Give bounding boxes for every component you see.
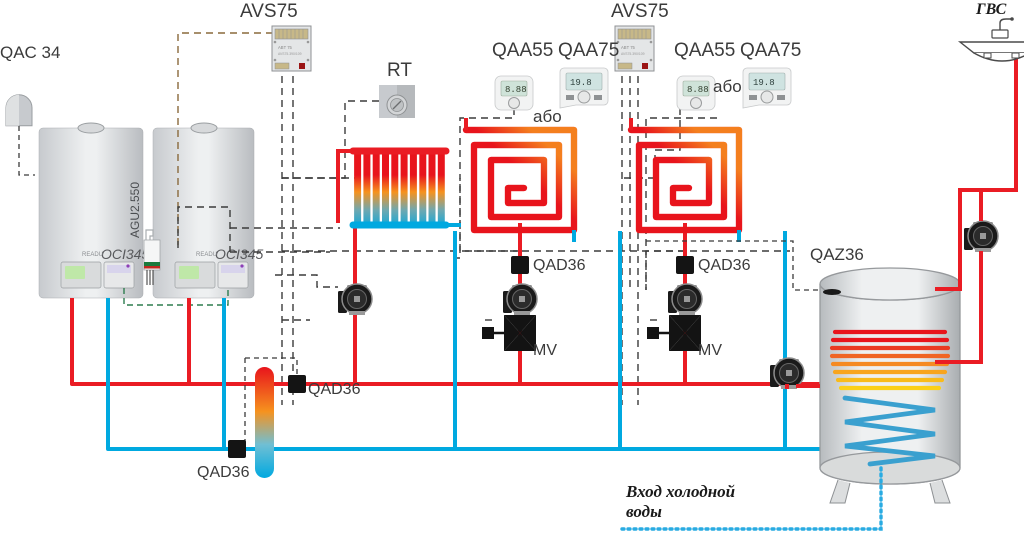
svg-text:QAD36: QAD36 <box>533 257 586 274</box>
svg-text:READU: READU <box>82 252 103 258</box>
svg-text:ГВС: ГВС <box>975 1 1007 18</box>
svg-text:MV: MV <box>533 342 557 359</box>
svg-text:або: або <box>713 77 742 96</box>
svg-text:QAD36: QAD36 <box>308 381 361 398</box>
svg-text:OCI345: OCI345 <box>215 246 263 262</box>
svg-text:AVS75: AVS75 <box>611 1 669 22</box>
svg-text:Вход холодной: Вход холодной <box>625 482 735 501</box>
svg-text:або: або <box>533 107 562 126</box>
svg-text:QAZ36: QAZ36 <box>810 245 864 264</box>
svg-text:QAA75: QAA75 <box>740 40 801 61</box>
svg-text:AVS75: AVS75 <box>240 1 298 22</box>
svg-text:RT: RT <box>387 60 412 81</box>
svg-text:QAC 34: QAC 34 <box>0 43 60 62</box>
svg-text:QAD36: QAD36 <box>698 257 751 274</box>
svg-text:READU: READU <box>196 252 217 258</box>
svg-text:AGU2.550: AGU2.550 <box>128 182 142 238</box>
svg-text:воды: воды <box>626 502 662 521</box>
svg-text:QAA75: QAA75 <box>558 40 619 61</box>
svg-text:OCI345: OCI345 <box>101 246 149 262</box>
svg-text:QAD36: QAD36 <box>197 464 250 481</box>
svg-text:QAA55: QAA55 <box>674 40 735 61</box>
svg-text:MV: MV <box>698 342 722 359</box>
svg-text:QAA55: QAA55 <box>492 40 553 61</box>
